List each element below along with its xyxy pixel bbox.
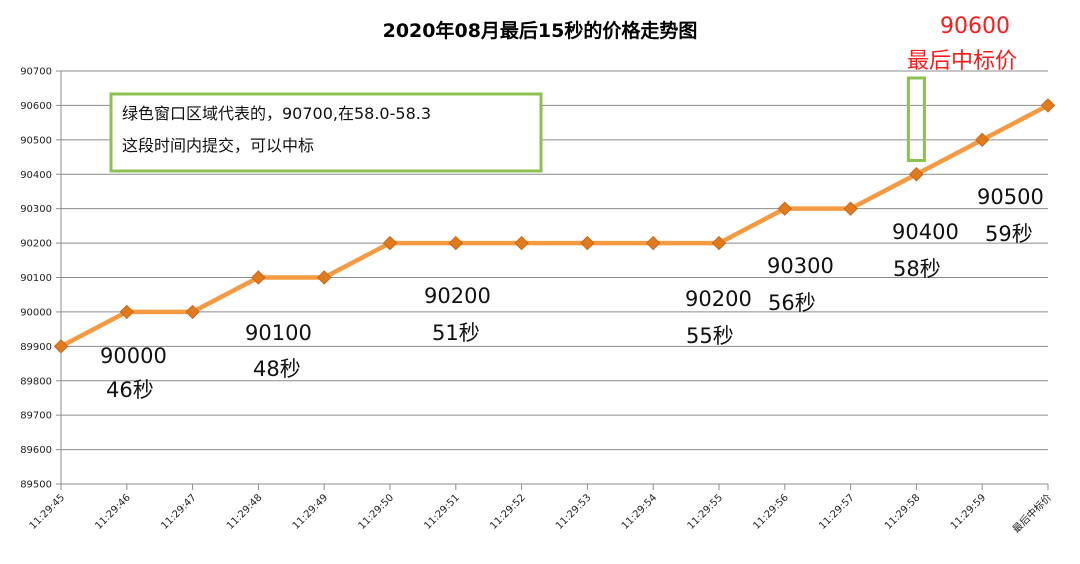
annotation-58-time: 58秒 — [893, 257, 941, 281]
highlight-box — [906, 76, 926, 162]
annotation-59-time: 59秒 — [985, 222, 1033, 246]
x-tick-label: 11:29:52 — [488, 492, 528, 532]
annotation-58-price: 90400 — [892, 220, 959, 244]
y-tick-label: 90000 — [20, 307, 52, 318]
annotation-56-time: 56秒 — [768, 291, 816, 315]
y-tick-label: 89500 — [20, 480, 52, 491]
x-tick-label: 最后中标价 — [1010, 491, 1055, 536]
data-point-marker — [53, 339, 69, 354]
y-tick-label: 90400 — [20, 170, 52, 181]
annotation-final-price: 90600 — [940, 14, 1010, 39]
x-tick-label: 11:29:45 — [28, 492, 68, 532]
note-box: 绿色窗口区域代表的，90700,在58.0-58.3 这段时间内提交，可以中标 — [109, 92, 543, 173]
axes — [56, 70, 1049, 490]
annotation-55-price: 90200 — [685, 287, 752, 311]
data-point-marker — [645, 235, 661, 251]
data-point-marker — [711, 235, 727, 251]
note-box-line-2: 这段时间内提交，可以中标 — [122, 136, 314, 155]
data-point-marker — [843, 201, 858, 216]
annotation-46-time: 46秒 — [106, 378, 154, 402]
y-tick-label: 90700 — [20, 67, 52, 78]
data-point-marker — [777, 201, 793, 216]
y-tick-label: 90300 — [20, 204, 52, 215]
y-tick-label: 90200 — [20, 239, 52, 250]
y-tick-labels: 89500 89600 89700 89800 89900 90000 90100 90200… — [20, 67, 52, 491]
data-point-marker — [514, 235, 529, 251]
data-point-marker — [382, 235, 398, 251]
annotations: 90000 46秒 90100 48秒 90200 51秒 90200 55秒 … — [100, 14, 1044, 402]
annotation-59-price: 90500 — [977, 185, 1044, 209]
chart-title: 2020年08月最后15秒的价格走势图 — [383, 19, 698, 42]
x-tick-label: 11:29:56 — [751, 492, 791, 532]
y-tick-label: 90100 — [20, 273, 52, 284]
x-tick-label: 11:29:59 — [949, 492, 989, 532]
x-tick-label: 11:29:50 — [357, 492, 397, 532]
note-box-line-1: 绿色窗口区域代表的，90700,在58.0-58.3 — [122, 104, 431, 123]
note-box-border — [109, 92, 543, 173]
data-markers — [53, 98, 1056, 354]
annotation-55-time: 55秒 — [686, 324, 734, 348]
y-tick-label: 89600 — [20, 445, 52, 456]
price-line — [59, 103, 1050, 349]
x-tick-label: 11:29:54 — [620, 492, 660, 532]
y-tick-label: 90600 — [20, 101, 52, 112]
x-tick-label: 11:29:57 — [817, 492, 857, 532]
y-tick-label: 89700 — [20, 411, 52, 422]
annotation-56-price: 90300 — [767, 254, 834, 278]
y-tick-label: 89800 — [20, 376, 52, 387]
x-tick-labels: 11:29:45 11:29:46 11:29:47 11:29:48 11:29:49… — [28, 491, 1055, 536]
annotation-48-time: 48秒 — [253, 357, 301, 381]
y-tick-label: 89900 — [20, 342, 52, 353]
x-tick-label: 11:29:53 — [554, 492, 594, 532]
y-tick-label: 90500 — [20, 135, 52, 146]
data-point-marker — [119, 304, 135, 320]
x-tick-label: 11:29:58 — [883, 492, 923, 532]
data-point-marker — [185, 304, 200, 320]
x-tick-label: 11:29:48 — [225, 492, 265, 532]
x-tick-label: 11:29:49 — [291, 492, 331, 532]
data-point-marker — [580, 235, 595, 251]
x-tick-label: 11:29:51 — [422, 492, 462, 532]
x-tick-label: 11:29:55 — [686, 492, 726, 532]
annotation-48-price: 90100 — [245, 321, 312, 345]
data-point-marker — [974, 132, 990, 148]
annotation-46-price: 90000 — [100, 344, 167, 368]
data-point-marker — [316, 270, 332, 285]
data-point-marker — [1040, 98, 1056, 113]
annotation-51-price: 90200 — [424, 284, 491, 308]
data-point-marker — [448, 235, 464, 251]
x-tick-label: 11:29:47 — [159, 492, 199, 532]
data-point-marker — [251, 270, 266, 285]
annotation-51-time: 51秒 — [432, 321, 480, 345]
x-tick-label: 11:29:46 — [93, 492, 133, 532]
data-point-marker — [909, 167, 924, 182]
series-line — [59, 103, 1050, 349]
annotation-final-label: 最后中标价 — [907, 49, 1017, 74]
